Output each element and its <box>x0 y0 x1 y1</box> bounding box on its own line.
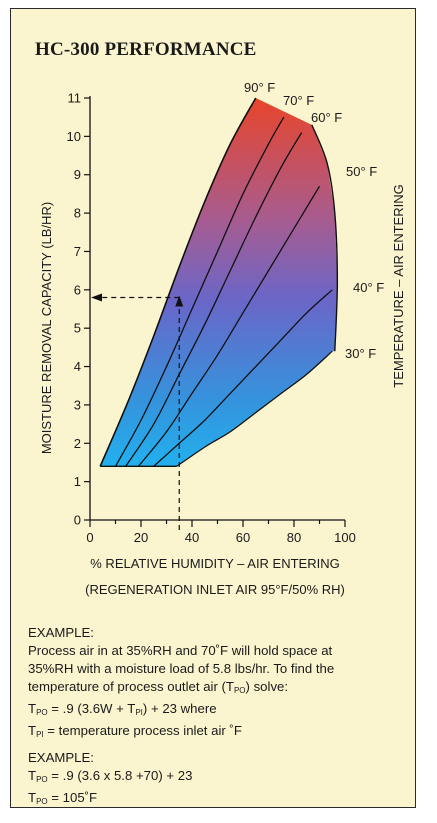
y-tick-label: 8 <box>74 206 81 221</box>
y-tick-label: 4 <box>74 359 81 374</box>
curve-label: 30° F <box>345 346 376 361</box>
right-axis-label: TEMPERATURE – AIR ENTERING <box>391 184 406 387</box>
chart-title: HC-300 PERFORMANCE <box>35 39 257 60</box>
formula-line: TPO = .9 (3.6W + TPI) + 23 where <box>28 701 217 717</box>
curve-30f <box>176 350 333 467</box>
y-tick-label: 9 <box>74 167 81 182</box>
example-left-arrow <box>91 293 102 302</box>
example-notes: EXAMPLE: Process air in at 35%RH and 70˚… <box>28 624 408 811</box>
curve-90f <box>99 97 257 467</box>
example-heading: EXAMPLE: <box>28 750 94 765</box>
curve-label: 90° F <box>244 80 275 95</box>
y-tick-label: 6 <box>74 282 81 297</box>
y-tick-label: 2 <box>74 436 81 451</box>
y-axis-label: MOISTURE REMOVAL CAPACITY (LB/HR) <box>39 202 54 454</box>
example-text-line: 35%RH with a moisture load of 5.8 lbs/hr… <box>28 661 335 676</box>
formula-line: TPO = 105˚F <box>28 790 98 806</box>
y-tick-label: 10 <box>67 129 81 144</box>
example-heading: EXAMPLE: <box>28 625 94 640</box>
performance-region <box>100 98 338 467</box>
x-axis-sublabel: (REGENERATION INLET AIR 95°F/50% RH) <box>85 582 345 597</box>
x-tick-label: 20 <box>134 530 148 545</box>
x-axis-label: % RELATIVE HUMIDITY – AIR ENTERING <box>90 556 339 571</box>
x-tick-label: 0 <box>86 530 93 545</box>
curve-40f <box>153 289 333 467</box>
curve-label: 70° F <box>283 93 314 108</box>
curve-label: 40° F <box>353 280 384 295</box>
curve-50f <box>137 185 321 467</box>
example-text-line: temperature of process outlet air (TPO) … <box>28 679 289 695</box>
y-tick-label: 0 <box>74 513 81 528</box>
formula-line: TPI = temperature process inlet air ˚F <box>28 723 242 739</box>
curve-60f <box>125 132 303 467</box>
formula-line: TPO = .9 (3.6 x 5.8 +70) + 23 <box>28 768 193 784</box>
curve-70f <box>114 116 285 467</box>
y-tick-label: 3 <box>74 397 81 412</box>
envelope-edge <box>311 124 339 352</box>
y-tick-label: 5 <box>74 321 81 336</box>
x-tick-label: 80 <box>287 530 301 545</box>
x-tick-label: 40 <box>185 530 199 545</box>
y-tick-label: 7 <box>74 244 81 259</box>
y-tick-label: 1 <box>74 474 81 489</box>
curve-label: 50° F <box>346 164 377 179</box>
example-text-line: Process air in at 35%RH and 70˚F will ho… <box>28 643 333 658</box>
x-tick-label: 100 <box>334 530 356 545</box>
x-tick-label: 60 <box>236 530 250 545</box>
example-up-arrow <box>175 295 184 307</box>
y-tick-label: 11 <box>68 91 82 106</box>
curve-label: 60° F <box>311 110 342 125</box>
